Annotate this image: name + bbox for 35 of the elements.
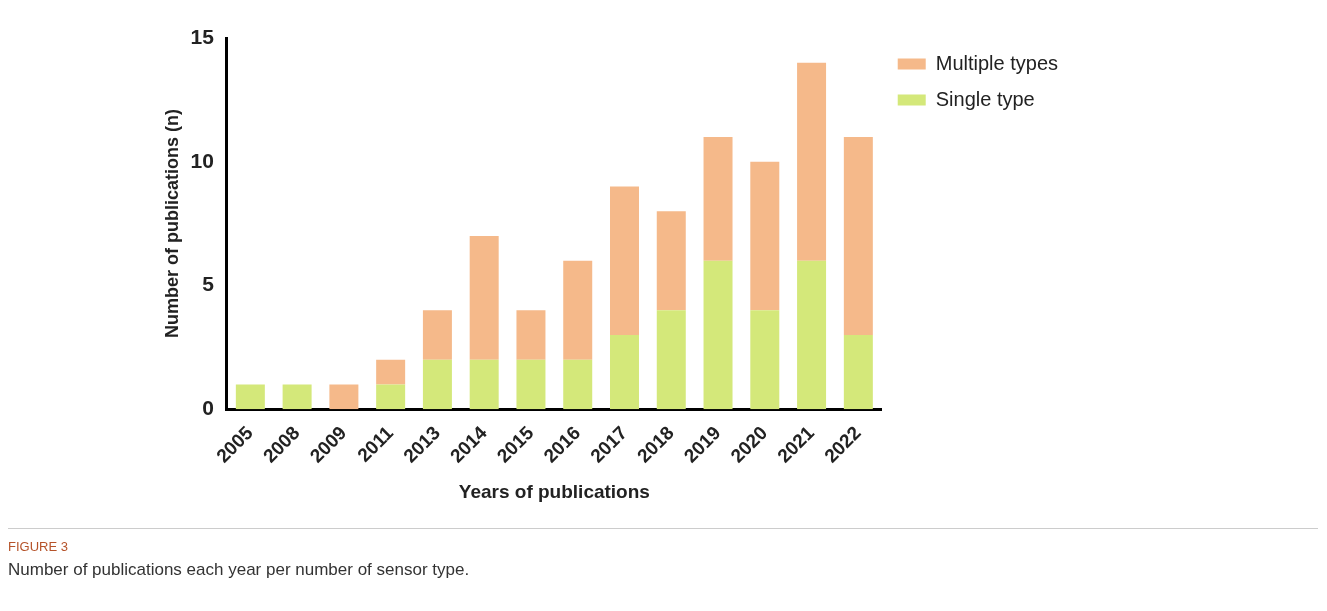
- bar: [750, 161, 780, 311]
- y-tick-label: 10: [190, 148, 214, 172]
- bar: [422, 359, 452, 410]
- caption: FIGURE 3: [8, 539, 69, 554]
- bar: [516, 310, 546, 360]
- bar: [563, 359, 593, 410]
- bar: [329, 384, 359, 410]
- bar: [843, 334, 873, 410]
- bar: [235, 384, 265, 410]
- y-tick-label: 15: [190, 24, 215, 48]
- bar: [750, 310, 780, 410]
- bar: [656, 211, 686, 311]
- bar: [469, 235, 499, 360]
- bar: [563, 260, 593, 360]
- bar: [843, 136, 873, 335]
- bar: [703, 260, 733, 410]
- bar: [610, 334, 639, 410]
- y-tick-label: 5: [202, 272, 215, 296]
- y-tick-label: 0: [202, 395, 214, 419]
- bar: [656, 310, 686, 410]
- legend-label: Single type: [935, 87, 1035, 110]
- y-axis-title: Number of publications (n): [161, 109, 182, 339]
- bar: [797, 62, 827, 261]
- x-axis-title: Years of publications: [458, 480, 650, 502]
- bar: [516, 359, 546, 410]
- bar: [703, 136, 733, 261]
- bar: [376, 359, 406, 385]
- bar: [282, 384, 312, 410]
- bar: [422, 310, 452, 360]
- bar: [797, 260, 827, 410]
- bar: [376, 384, 406, 410]
- legend-label: Multiple types: [935, 51, 1059, 74]
- bar: [469, 359, 499, 410]
- text: Number of publications each year per number of sensor type.: [8, 560, 471, 580]
- bar: [610, 186, 639, 335]
